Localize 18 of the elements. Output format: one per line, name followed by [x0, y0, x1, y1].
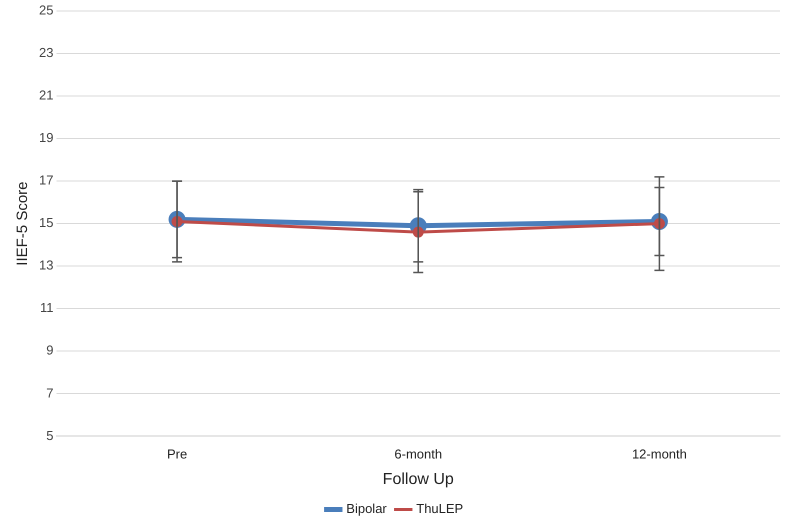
x-tick-label: 12-month [632, 446, 687, 462]
x-axis-title: Follow Up [382, 470, 454, 488]
legend-label: Bipolar [346, 501, 388, 516]
y-tick-label: 7 [46, 385, 54, 400]
y-tick-label: 19 [38, 130, 54, 146]
y-tick-label: 11 [40, 300, 54, 316]
y-tick-label: 15 [38, 215, 54, 230]
legend-label: ThuLEP [416, 501, 464, 516]
x-tick-label: Pre [166, 446, 188, 462]
y-tick-label: 5 [46, 428, 54, 443]
y-tick-label: 21 [38, 88, 54, 103]
y-tick-label: 9 [46, 342, 54, 358]
y-tick-label: 13 [38, 258, 54, 273]
x-tick-label: 6-month [394, 446, 442, 462]
y-tick-label: 25 [38, 2, 54, 18]
y-tick-label: 17 [38, 172, 54, 188]
y-tick-label: 23 [38, 45, 54, 60]
y-axis-title: IIEF-5 Score [14, 182, 32, 266]
